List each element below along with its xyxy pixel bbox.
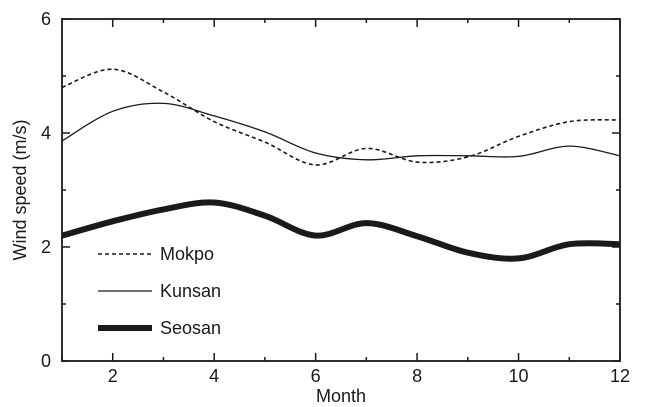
y-tick-label: 2 (41, 237, 51, 257)
tick-labels: 2 4 6 8 10 12 0 2 4 6 (41, 9, 630, 386)
x-tick-label: 10 (509, 366, 529, 386)
y-tick-label: 6 (41, 9, 51, 29)
x-tick-label: 8 (412, 366, 422, 386)
x-tick-label: 6 (311, 366, 321, 386)
x-axis-title: Month (316, 386, 366, 406)
series-line-kunsan (61, 102, 621, 161)
y-tick-label: 4 (41, 123, 51, 143)
x-tick-label: 4 (209, 366, 219, 386)
y-axis-title: Wind speed (m/s) (10, 119, 30, 260)
series-line-mokpo (61, 68, 621, 166)
axis-ticks (61, 18, 621, 362)
legend-label-mokpo: Mokpo (160, 244, 214, 264)
x-tick-label: 2 (108, 366, 118, 386)
legend-label-seosan: Seosan (160, 318, 221, 338)
y-tick-label: 0 (41, 351, 51, 371)
legend: Mokpo Kunsan Seosan (98, 244, 221, 338)
plot-frame (61, 18, 621, 362)
series-layer (61, 68, 621, 262)
x-tick-label: 12 (610, 366, 630, 386)
legend-label-kunsan: Kunsan (160, 281, 221, 301)
series-line-seosan (61, 199, 621, 262)
